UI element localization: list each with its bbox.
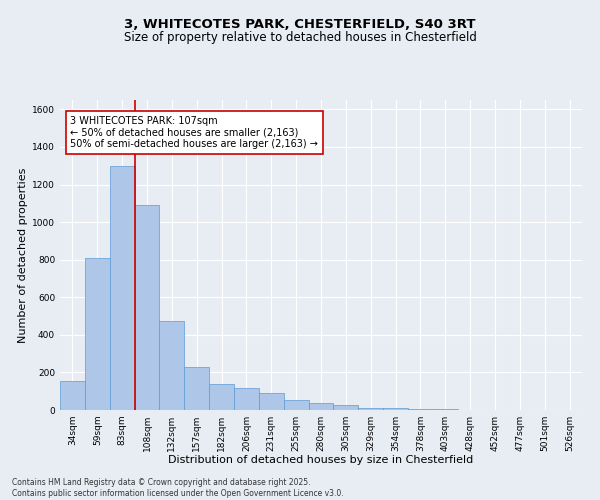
Bar bbox=[110, 166, 134, 410]
Bar bbox=[408, 409, 433, 410]
Text: 3 WHITECOTES PARK: 107sqm
← 50% of detached houses are smaller (2,163)
50% of se: 3 WHITECOTES PARK: 107sqm ← 50% of detac… bbox=[70, 116, 319, 148]
X-axis label: Distribution of detached houses by size in Chesterfield: Distribution of detached houses by size … bbox=[169, 456, 473, 466]
Bar bbox=[60, 381, 85, 410]
Bar bbox=[85, 258, 110, 410]
Bar bbox=[184, 367, 209, 410]
Bar bbox=[259, 393, 284, 410]
Text: Contains HM Land Registry data © Crown copyright and database right 2025.
Contai: Contains HM Land Registry data © Crown c… bbox=[12, 478, 344, 498]
Bar bbox=[284, 400, 308, 410]
Bar bbox=[383, 408, 408, 410]
Text: Size of property relative to detached houses in Chesterfield: Size of property relative to detached ho… bbox=[124, 31, 476, 44]
Bar bbox=[160, 321, 184, 410]
Bar bbox=[334, 406, 358, 410]
Y-axis label: Number of detached properties: Number of detached properties bbox=[18, 168, 28, 342]
Bar bbox=[308, 404, 334, 410]
Bar bbox=[358, 408, 383, 410]
Bar bbox=[134, 205, 160, 410]
Bar bbox=[209, 384, 234, 410]
Bar bbox=[234, 388, 259, 410]
Text: 3, WHITECOTES PARK, CHESTERFIELD, S40 3RT: 3, WHITECOTES PARK, CHESTERFIELD, S40 3R… bbox=[124, 18, 476, 30]
